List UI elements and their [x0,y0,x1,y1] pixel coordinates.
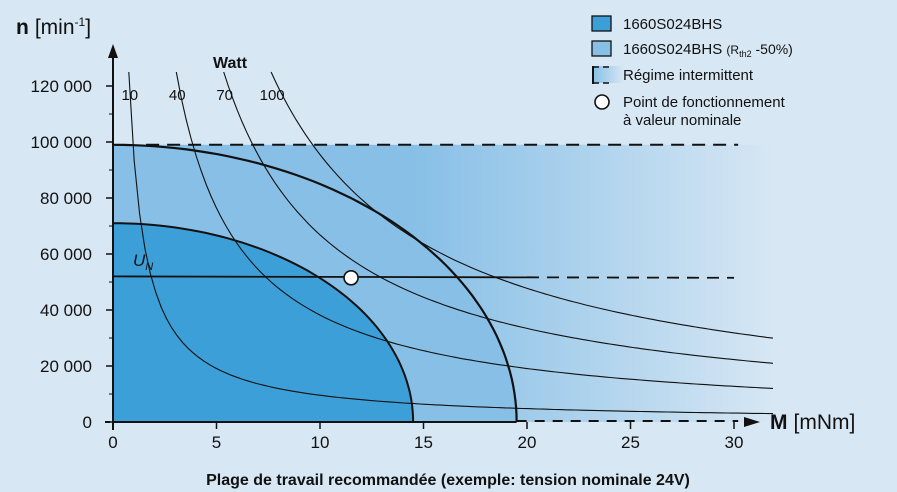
x-tick-label-25: 25 [621,433,640,452]
legend-label-extended-rest: -50%) [752,41,793,57]
y-tick-label-0: 0 [83,413,92,432]
power-curve-70w [223,71,773,364]
voltage-line-layer [112,275,735,279]
legend-label-extended: 1660S024BHS (Rth2 -50%) [623,41,793,59]
legend-label-extended-main: 1660S024BHS [623,41,726,58]
y-axis-title: n [min-1] [16,15,91,39]
power-curve-40w [175,71,773,390]
legend-swatch-nominal [591,15,612,32]
x-tick-label-0: 0 [108,433,117,452]
legend-label-extended-sub: th2 [739,49,752,59]
power-curves-title: Watt [213,55,248,72]
power-curve-label-70w: 70 [216,87,233,104]
x-axis-symbol: M [770,411,788,434]
operating-point-marker [343,269,359,286]
power-curve-label-100w: 100 [260,87,285,104]
y-tick-label-120000: 120 000 [31,77,92,96]
nominal-voltage-line-solid [112,275,528,279]
power-curve-label-40w: 40 [169,87,186,104]
nominal-region-layer [112,222,415,423]
legend-label-nominal: 1660S024BHS [623,16,722,33]
x-tick-label-30: 30 [725,433,744,452]
nominal-voltage-label: UN [133,251,153,273]
power-curve-10w [128,71,773,415]
y-axis-unit-post: ] [85,16,91,39]
extended-region-boundary [112,143,518,423]
x-axis-title: M [mNm] [770,411,855,434]
legend-label-intermittent: Régime intermittent [623,67,754,84]
y-axis-arrow [108,44,118,58]
nominal-voltage-label-sub: N [145,261,153,273]
axes [105,44,760,430]
y-axis-unit-pre: [min [35,16,75,39]
y-axis-symbol: n [16,16,29,39]
x-tick-label-5: 5 [212,433,221,452]
y-tick-label-60000: 60 000 [40,245,92,264]
x-axis-unit: [mNm] [794,411,856,434]
legend-label-extended-small: (R [726,43,739,57]
legend-swatch-extended [591,40,612,57]
y-tick-label-40000: 40 000 [40,301,92,320]
nominal-region-boundary [112,222,415,423]
x-axis-arrow [744,417,760,427]
x-tick-labels: 0 5 10 15 20 25 30 [108,433,743,452]
nominal-region [113,223,414,422]
y-axis-unit-sup: -1 [75,15,86,29]
y-tick-labels: 0 20 000 40 000 60 000 80 000 100 000 120 000 [31,77,92,432]
power-curve-100w [270,71,773,339]
legend-label-operating-point-1: Point de fonctionnement [623,94,786,111]
y-tick-label-20000: 20 000 [40,357,92,376]
dashed-lines-layer [146,143,739,422]
y-tick-label-100000: 100 000 [31,133,92,152]
x-tick-label-15: 15 [414,433,433,452]
legend-label-operating-point-2: à valeur nominale [623,112,741,129]
chart-caption: Plage de travail recommandée (exemple: t… [206,472,690,489]
y-tick-label-80000: 80 000 [40,189,92,208]
power-curve-label-10w: 10 [121,87,138,104]
x-tick-label-20: 20 [518,433,537,452]
legend-swatch-intermittent [592,66,624,84]
legend: 1660S024BHS 1660S024BHS (Rth2 -50%) Régi… [591,15,793,129]
nominal-voltage-label-main: U [133,251,146,270]
legend-circle-operating-point [594,94,610,110]
x-tick-label-10: 10 [311,433,330,452]
power-curves-layer [128,71,773,415]
